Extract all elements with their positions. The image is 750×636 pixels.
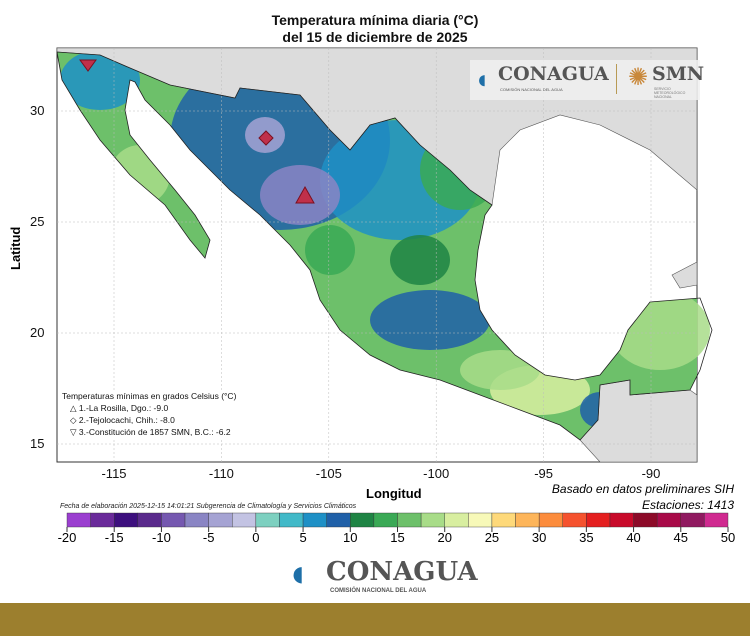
x-axis-label: Longitud [366, 486, 422, 501]
colorbar-bin [232, 512, 257, 528]
x-tick-label: -115 [101, 466, 127, 481]
colorbar-label: 0 [252, 530, 260, 545]
temperature-region [390, 235, 450, 285]
temperature-region [305, 225, 355, 275]
colorbar-bin [420, 512, 445, 528]
colorbar-label: -15 [104, 530, 124, 545]
legend-item: △ 1.-La Rosilla, Dgo.: -9.0 [70, 403, 169, 413]
marker-constitucion-icon[interactable] [79, 59, 97, 72]
colorbar-label: 45 [673, 530, 689, 545]
y-tick-label: 20 [30, 325, 45, 340]
colorbar-bin [562, 512, 587, 528]
x-tick-label: -110 [208, 466, 234, 481]
legend-item-text: 2.-Tejolocachi, Chih.: -8.0 [78, 415, 175, 425]
x-tick-label: -100 [423, 466, 450, 481]
y-tick-label: 15 [30, 436, 45, 451]
colorbar-label: 15 [390, 530, 405, 545]
colorbar-bin [326, 512, 351, 528]
colorbar-bin [468, 512, 493, 528]
footer-bar [0, 603, 750, 636]
smn-logo-text: SMN [652, 63, 705, 85]
colorbar-bin [515, 512, 540, 528]
colorbar-bin [66, 512, 91, 528]
colorbar-label: 35 [579, 530, 594, 545]
colorbar-bin [373, 512, 398, 528]
smn-logo-sub: SERVICIO METEOROLÓGICO NACIONAL [654, 87, 686, 99]
colorbar-bin [279, 512, 304, 528]
y-tick-label: 30 [30, 103, 45, 118]
mexico-outline [56, 51, 713, 441]
colorbar-label: -5 [202, 530, 215, 545]
marker-tejolocachi-icon[interactable] [258, 130, 274, 146]
y-axis-label: Latitud [8, 226, 23, 270]
conagua-footer-logo: ◖ CONAGUA COMISIÓN NACIONAL DEL AGUA [286, 553, 486, 598]
colorbar-label: 5 [299, 530, 307, 545]
colorbar-bin [255, 512, 280, 528]
station-legend: Temperaturas mínimas en grados Celsius (… [62, 390, 237, 438]
colorbar-bin [350, 512, 375, 528]
x-tick-label: -95 [534, 466, 553, 481]
smn-logo-icon: ✺ [628, 64, 649, 91]
y-tick-label: 25 [30, 214, 45, 229]
station-count: Estaciones: 1413 [641, 498, 734, 512]
colorbar-label: 25 [484, 530, 500, 545]
station-markers [79, 59, 315, 204]
colorbar-label: 30 [531, 530, 547, 545]
map-title: Temperatura mínima diaria (°C) del 15 de… [0, 12, 750, 46]
conagua-footer-text: CONAGUA [326, 557, 478, 587]
colorbar-label: 20 [437, 530, 452, 545]
colorbar-bin [680, 512, 705, 528]
colorbar-label: 50 [720, 530, 736, 545]
logo-header: ◖ CONAGUA COMISIÓN NACIONAL DEL AGUA ✺ S… [470, 60, 704, 100]
x-tick-label: -105 [315, 466, 342, 481]
conagua-logo-sub: COMISIÓN NACIONAL DEL AGUA [500, 87, 563, 92]
colorbar-bin [609, 512, 634, 528]
colorbar-bin [302, 512, 327, 528]
conagua-footer-sub: COMISIÓN NACIONAL DEL AGUA [330, 588, 427, 594]
cuba-land [671, 261, 698, 289]
marker-la-rosilla-icon[interactable] [295, 185, 315, 204]
colorbar-bin [161, 512, 186, 528]
colorbar-bin [586, 512, 611, 528]
colorbar-label: 40 [626, 530, 641, 545]
title-line1: Temperatura mínima diaria (°C) [271, 12, 479, 28]
legend-item-text: 3.-Constitución de 1857 SMN, B.C.: -6.2 [78, 427, 231, 437]
colorbar-bin [656, 512, 681, 528]
temperature-region [370, 290, 490, 350]
colorbar-label: 10 [343, 530, 358, 545]
legend-item-text: 1.-La Rosilla, Dgo.: -9.0 [78, 403, 169, 413]
colorbar-bin [114, 512, 139, 528]
colorbar-bin [444, 512, 469, 528]
legend-item: ▽ 3.-Constitución de 1857 SMN, B.C.: -6.… [70, 427, 231, 437]
colorbar-bin [397, 512, 422, 528]
legend-heading: Temperaturas mínimas en grados Celsius (… [62, 391, 237, 401]
conagua-logo-icon: ◖ [474, 64, 490, 94]
temperature-region [60, 52, 140, 110]
colorbar [66, 512, 729, 532]
colorbar-bin [633, 512, 658, 528]
colorbar-bin [208, 512, 233, 528]
grid-lines [57, 48, 697, 462]
title-line2: del 15 de diciembre de 2025 [282, 29, 468, 45]
colorbar-bin [184, 512, 209, 528]
colorbar-bin [137, 512, 162, 528]
colorbar-bin [538, 512, 563, 528]
colorbar-label: -20 [57, 530, 77, 545]
legend-item: ◇ 2.-Tejolocachi, Chih.: -8.0 [70, 415, 175, 425]
conagua-logo-text: CONAGUA [498, 63, 609, 85]
temperature-region [460, 350, 540, 390]
conagua-footer-icon: ◖ [286, 553, 309, 595]
colorbar-bin [90, 512, 115, 528]
data-source-note: Basado en datos preliminares SIH [551, 482, 734, 496]
colorbar-bin [704, 512, 729, 528]
creation-date-note: Fecha de elaboración 2025-12-15 14:01:21… [60, 503, 357, 510]
x-tick-label: -90 [641, 466, 661, 481]
colorbar-bin [491, 512, 516, 528]
colorbar-label: -10 [152, 530, 171, 545]
